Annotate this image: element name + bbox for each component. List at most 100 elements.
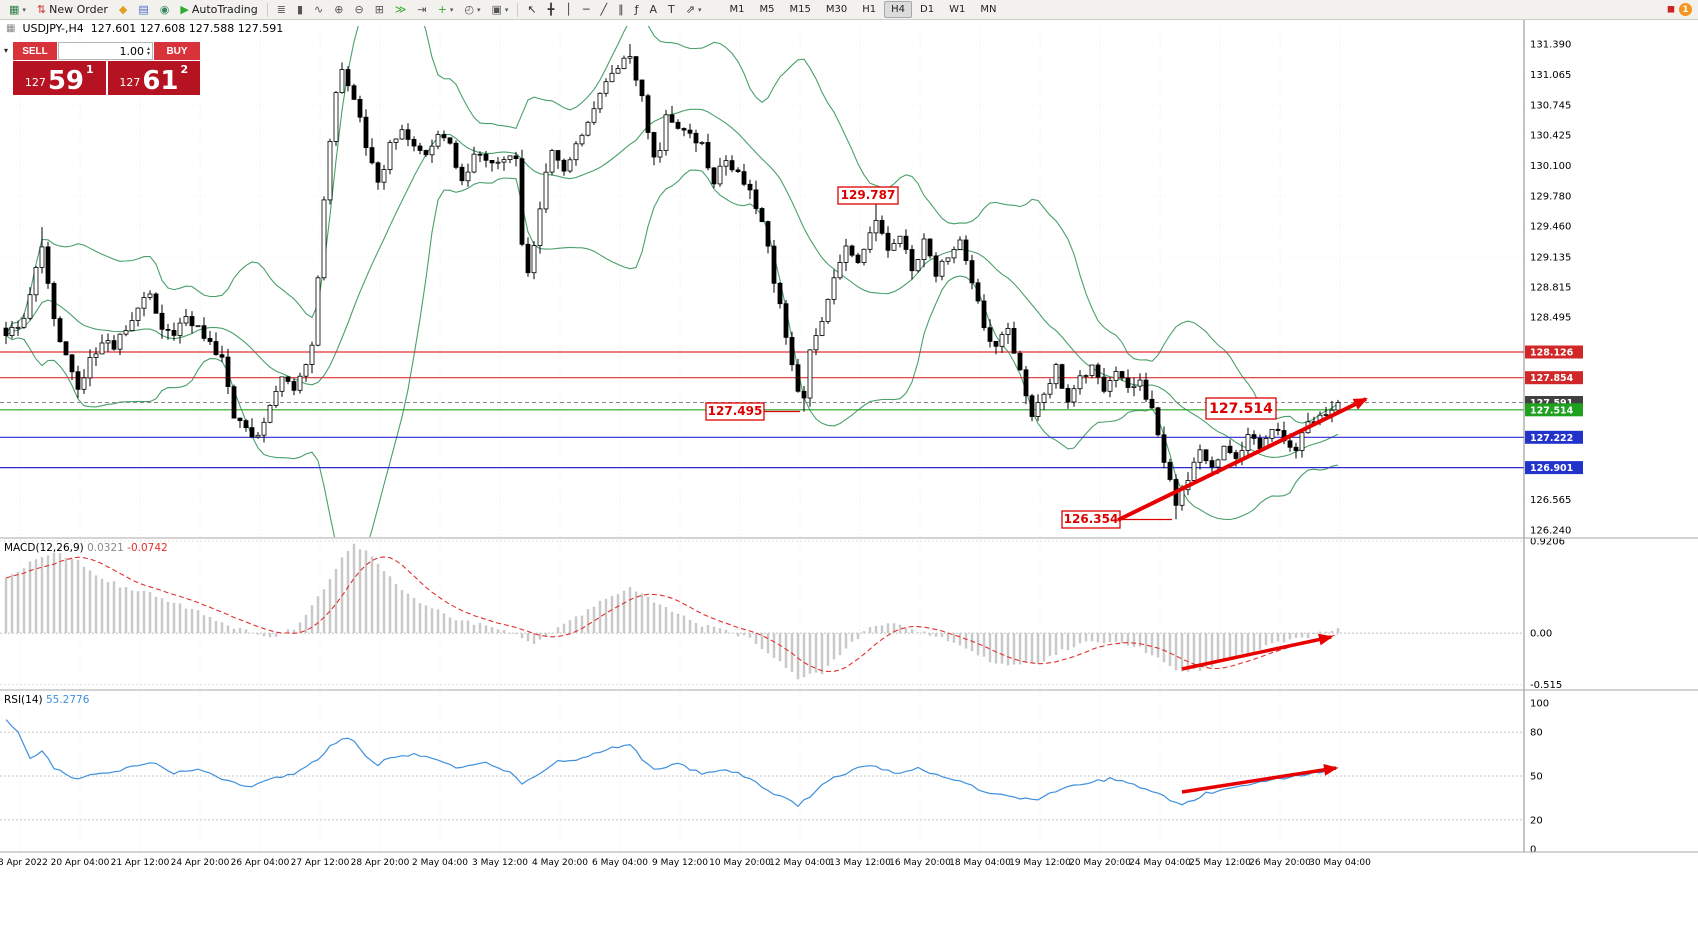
notification-badge[interactable]: 1 [1679,3,1692,16]
cursor-button[interactable]: ↖ [522,1,541,19]
grid [0,26,1524,852]
timeframe-m5-button[interactable]: M5 [759,4,775,15]
timeframe-d1-button[interactable]: D1 [920,4,935,15]
volume-up-icon[interactable]: ▴ [146,45,150,52]
fibonacci-button[interactable]: ƒ [630,1,644,19]
bar-chart-button[interactable]: ≣ [272,1,291,19]
candle-body [27,294,33,319]
rsi-trend-arrow[interactable] [1181,763,1338,794]
sell-price-prefix: 127 [24,76,46,89]
candle-body [1299,432,1305,451]
high-price-label[interactable] [837,186,899,205]
new-chart-button-dropdown[interactable]: ▾ [22,5,26,14]
arrows-button[interactable]: ⇗ ▾ [681,1,707,19]
timeframe-toolbar: M1 M5 M15 M30 H1 H4 D1 W1 MN [723,1,1004,18]
low-price-label-12may[interactable] [705,402,765,421]
vertical-line-button[interactable]: │ [560,1,577,19]
collapse-panel-icon[interactable]: ▾ [4,46,9,55]
channel-button[interactable]: ∥ [613,1,629,19]
timeframe-m1-button[interactable]: M1 [729,4,745,15]
timeframe-m30-button[interactable]: M30 [825,4,848,15]
candle-body [9,326,15,336]
candle-body [93,353,99,358]
candle-body [381,169,387,183]
indicators-button-dropdown[interactable]: ▾ [449,5,454,14]
auto-scroll-button[interactable]: ≫ [390,1,412,19]
candle-body [489,159,495,164]
new-order-button[interactable]: ⇅ New Order [32,1,113,19]
price-axis-label: 128.495 [1530,313,1571,324]
breakout-price-label[interactable] [1205,397,1277,420]
time-axis-label: 6 May 04:00 [592,858,648,868]
volume-field[interactable]: 1.00 ▴ ▾ [58,42,153,60]
candle-body [1245,434,1251,451]
rsi-axis-label: 50 [1530,772,1543,783]
candle-body [1161,434,1167,463]
bollinger-lower-band [5,169,1339,537]
candle-body [261,421,267,436]
rsi-axis-label: 80 [1530,728,1543,739]
new-chart-button[interactable]: ▦ ▾ [4,1,31,19]
candle-body [849,245,855,256]
candle-body [291,381,297,391]
indicators-button[interactable]: + ▾ [433,1,459,19]
candle-body [1155,407,1161,436]
candlestick-chart-button[interactable]: ▮ [292,1,308,19]
line-chart-button[interactable]: ∿ [309,1,328,19]
candle-body [63,341,69,356]
time-axis-label: 20 May 20:00 [1069,858,1131,868]
periods-button-dropdown[interactable]: ▾ [476,5,481,14]
sell-price-pips: 59 [47,66,85,96]
candle-body [339,69,345,94]
price-tag-127.222 [1525,430,1583,444]
market-watch-button[interactable]: ◉ [155,1,175,19]
zoom-out-button[interactable]: ⊖ [349,1,368,19]
zoom-in-button[interactable]: ⊕ [329,1,348,19]
timeframe-m15-button[interactable]: M15 [789,4,811,15]
candle-body [507,155,513,160]
tile-windows-button[interactable]: ⊞ [370,1,389,19]
text-button[interactable]: A [645,1,663,19]
candle-body [981,300,987,329]
candle-body [21,317,27,328]
sell-price-box[interactable]: 127 59 1 [13,61,106,95]
price-chart[interactable] [0,20,1524,574]
chart-shift-button[interactable]: ⇥ [412,1,431,19]
metaeditor-button[interactable]: ◆ [114,1,132,19]
horizontal-line-icon: ─ [582,3,590,16]
timeframe-w1-button[interactable]: W1 [949,4,966,15]
candle-body [663,114,669,152]
timeframe-h1-button[interactable]: H1 [862,4,877,15]
macd-trend-arrow[interactable] [1181,633,1333,671]
alerts-icon[interactable]: ◼ [1666,4,1675,15]
bollinger-bands [5,26,1339,537]
candle-body [537,208,543,246]
price-trend-arrow[interactable] [1117,397,1368,522]
price-tag-text: 126.901 [1530,463,1573,474]
arrows-button-dropdown[interactable]: ▾ [698,5,702,14]
label-button[interactable]: T [663,1,680,19]
candle-body [417,145,423,151]
candle-body [843,245,849,263]
trendline-button[interactable]: ╱ [596,1,613,19]
templates-button-dropdown[interactable]: ▾ [504,5,509,14]
templates-button[interactable]: ▣ ▾ [487,1,514,19]
horizontal-line-button[interactable]: ─ [578,1,595,19]
candle-body [1023,369,1029,397]
sell-button[interactable]: SELL [13,42,57,60]
candle-body [873,219,879,234]
candle-body [741,171,747,185]
buy-price-prefix: 127 [119,76,141,89]
volume-down-icon[interactable]: ▾ [146,50,150,57]
candle-body [735,169,741,172]
chart-area[interactable]: MACD(12,26,9) 0.0321 -0.0742 RSI(14) 55.2… [0,20,1698,938]
buy-price-box[interactable]: 127 61 2 [107,61,200,95]
autotrading-button[interactable]: ▶ AutoTrading [175,1,262,19]
data-window-button[interactable]: ▤ [133,1,153,19]
timeframe-mn-button[interactable]: MN [980,4,997,15]
periods-button[interactable]: ◴ ▾ [459,1,485,19]
buy-button[interactable]: BUY [154,42,200,60]
timeframe-h4-button[interactable]: H4 [884,1,913,18]
crosshair-button[interactable]: ╋ [543,1,560,19]
candle-body [429,145,435,156]
